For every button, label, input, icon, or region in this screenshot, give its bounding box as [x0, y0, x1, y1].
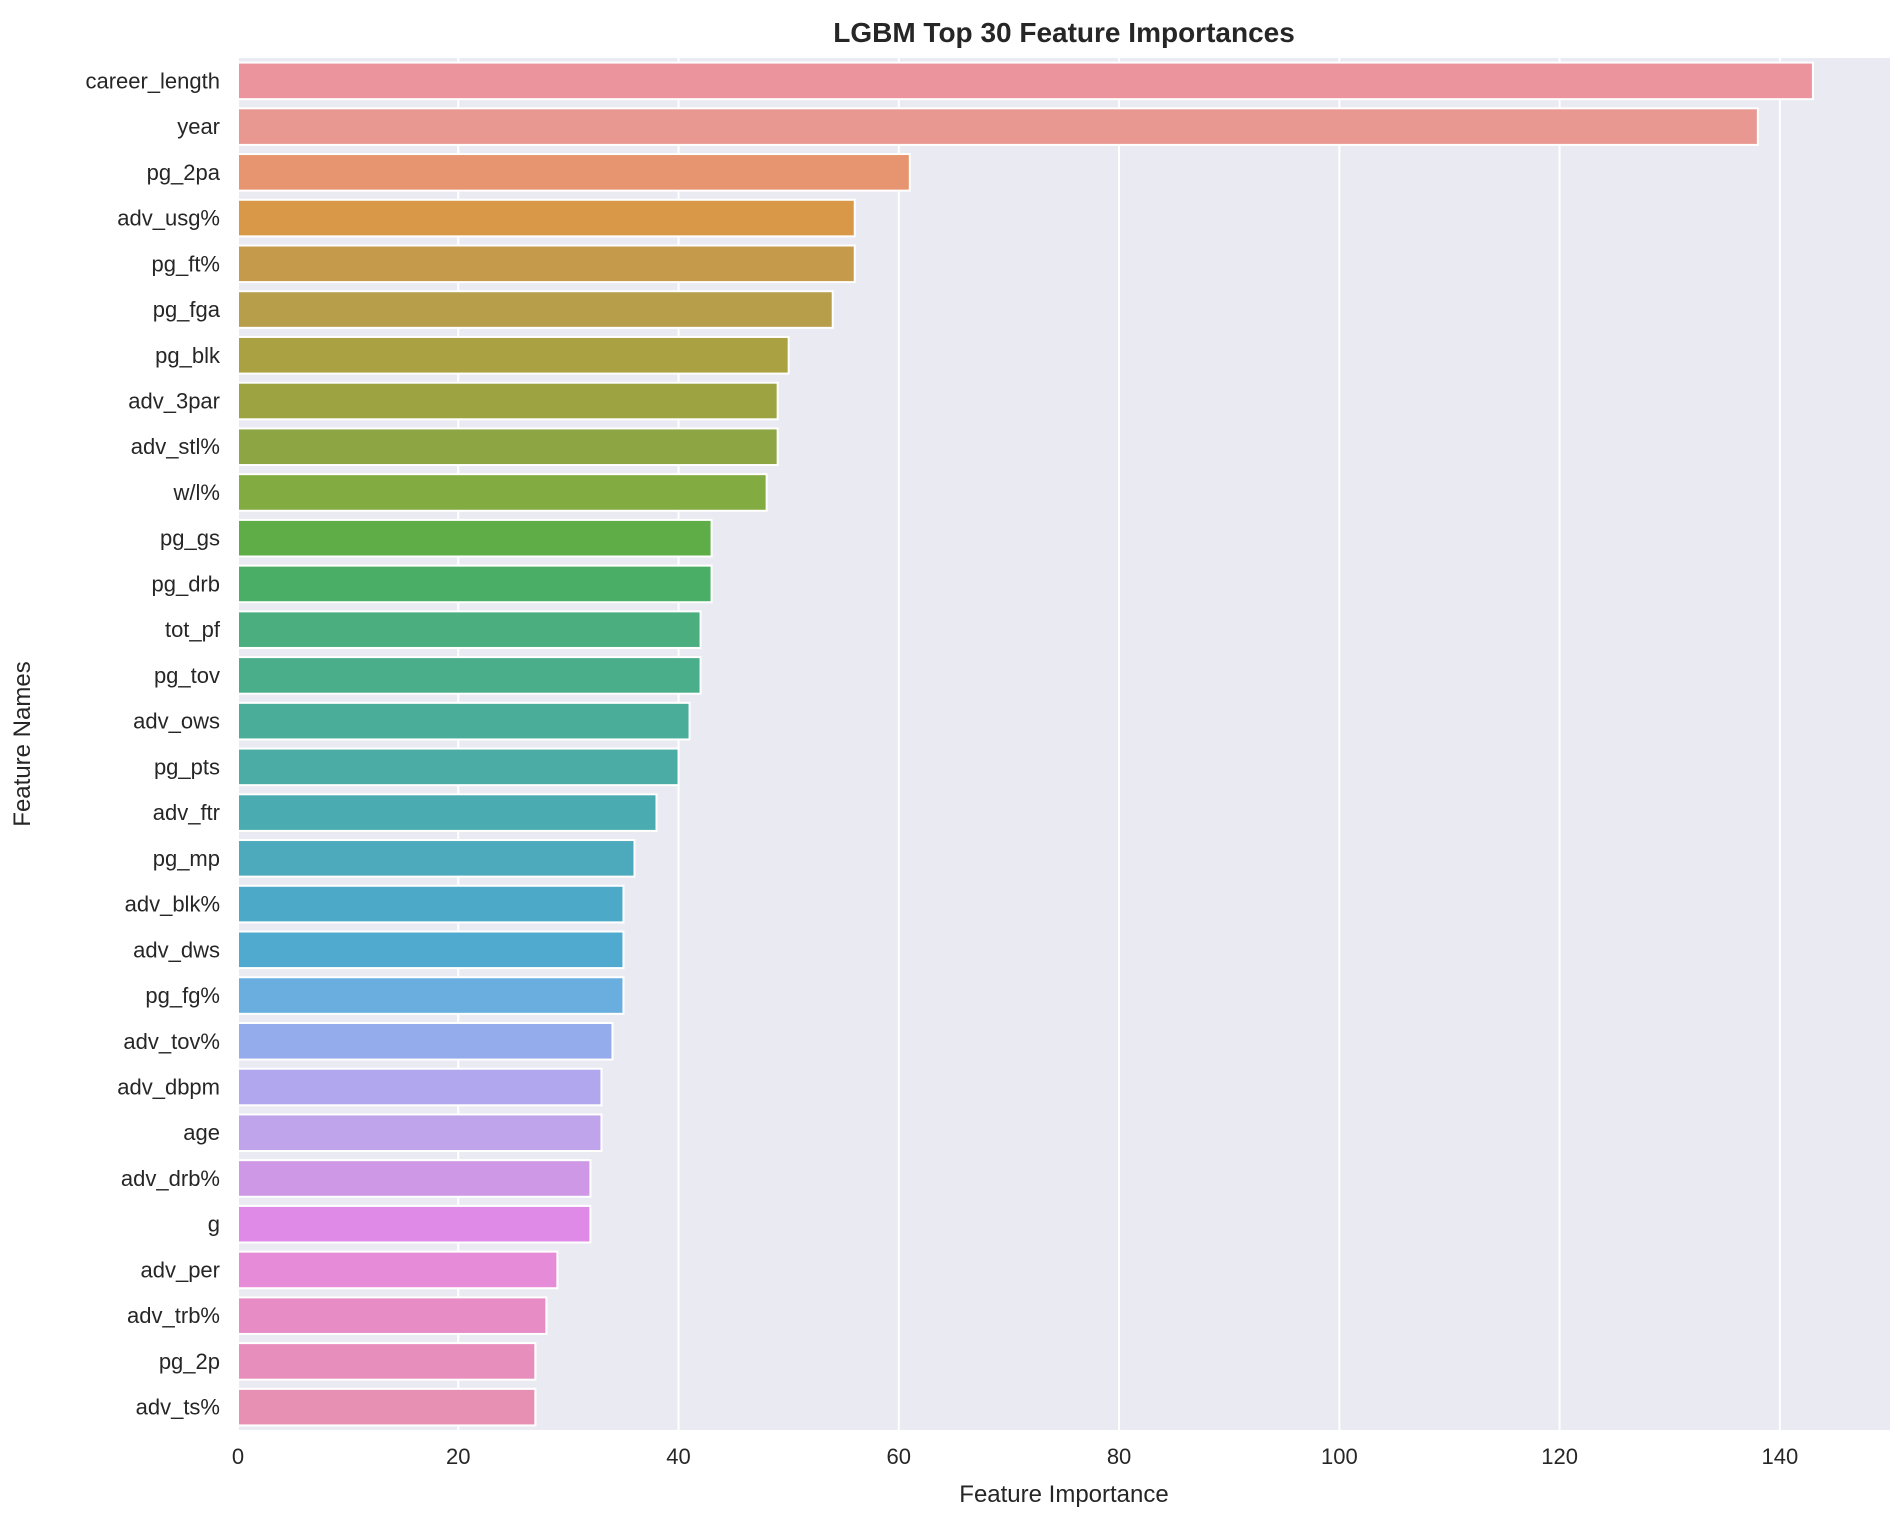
- bar-adv-per: [237, 1250, 559, 1290]
- bar-adv-ows: [237, 701, 691, 741]
- x-axis-label: Feature Importance: [959, 1481, 1168, 1508]
- bar-pg-ft-: [237, 244, 856, 284]
- y-tick-label: pg_mp: [153, 846, 220, 871]
- bar-pg-2pa: [237, 153, 911, 192]
- y-tick-label: pg_2p: [159, 1349, 220, 1374]
- bar-adv-ftr: [237, 793, 658, 832]
- bar-age: [237, 1113, 603, 1153]
- y-tick-label: adv_drb%: [121, 1166, 220, 1191]
- x-tick-label: 40: [666, 1444, 690, 1469]
- y-tick-label: adv_stl%: [131, 434, 220, 459]
- x-tick-label: 140: [1762, 1444, 1799, 1469]
- x-tick-label: 120: [1541, 1444, 1578, 1469]
- y-tick-label: adv_ows: [133, 709, 220, 734]
- y-tick-label: pg_fg%: [145, 983, 220, 1008]
- bar-adv-dws: [237, 930, 625, 970]
- y-tick-label: w/l%: [173, 480, 220, 505]
- bar-pg-tov: [237, 656, 702, 695]
- bar-adv-stl-: [237, 427, 779, 467]
- y-tick-label: tot_pf: [165, 617, 221, 642]
- y-tick-label: year: [177, 114, 220, 139]
- bar-adv-trb-: [237, 1296, 548, 1335]
- y-tick-label: adv_3par: [128, 389, 220, 414]
- y-tick-label: adv_dbpm: [117, 1075, 220, 1100]
- bar-adv-3par: [237, 381, 779, 421]
- x-tick-label: 0: [232, 1444, 244, 1469]
- bars: [237, 61, 1814, 1427]
- y-tick-label: age: [183, 1120, 220, 1145]
- bar-pg-pts: [237, 747, 680, 787]
- bar-career-length: [237, 61, 1814, 101]
- chart-title: LGBM Top 30 Feature Importances: [833, 17, 1295, 48]
- x-tick-label: 60: [887, 1444, 911, 1469]
- gridlines: [237, 58, 1781, 1430]
- bar-adv-blk-: [237, 884, 625, 924]
- y-tick-label: pg_fga: [153, 297, 221, 322]
- bar-pg-fga: [237, 290, 834, 329]
- y-tick-label: pg_2pa: [147, 160, 221, 185]
- y-tick-label: adv_per: [140, 1257, 220, 1282]
- bar-pg-blk: [237, 335, 790, 375]
- x-tick-label: 100: [1321, 1444, 1358, 1469]
- bar-w-l-: [237, 473, 768, 512]
- y-tick-label: career_length: [85, 68, 220, 93]
- y-tick-label: adv_usg%: [117, 206, 220, 231]
- bar-pg-2p: [237, 1342, 537, 1381]
- y-axis-label: Feature Names: [9, 661, 36, 826]
- bar-pg-gs: [237, 518, 713, 558]
- y-tick-label: adv_dws: [133, 937, 220, 962]
- y-tick-label: pg_pts: [154, 754, 220, 779]
- bar-tot-pf: [237, 610, 702, 649]
- y-tick-label: pg_drb: [151, 571, 220, 596]
- y-tick-label: adv_trb%: [127, 1303, 220, 1328]
- bar-year: [237, 107, 1759, 146]
- bar-adv-drb-: [237, 1159, 592, 1198]
- y-tick-label: g: [208, 1212, 220, 1237]
- y-tick-label: adv_ftr: [153, 800, 220, 825]
- y-tick-label: adv_ts%: [136, 1395, 220, 1420]
- y-tick-label: pg_ft%: [152, 251, 221, 276]
- bar-adv-usg-: [237, 198, 856, 238]
- bar-pg-fg-: [237, 976, 625, 1015]
- x-tick-label: 80: [1107, 1444, 1131, 1469]
- y-tick-label: adv_blk%: [125, 892, 220, 917]
- y-tick-label: pg_blk: [155, 343, 221, 368]
- bar-adv-dbpm: [237, 1067, 603, 1107]
- bar-adv-tov-: [237, 1021, 614, 1061]
- bar-pg-drb: [237, 564, 713, 604]
- y-tick-label: pg_gs: [160, 526, 220, 551]
- plot-area: [238, 58, 1890, 1430]
- x-tick-labels: 0 20 40 60 80 100 120 140: [232, 1444, 1798, 1469]
- y-tick-label: adv_tov%: [123, 1029, 220, 1054]
- bar-adv-ts-: [237, 1387, 537, 1427]
- bar-pg-mp: [237, 839, 636, 878]
- y-tick-label: pg_tov: [154, 663, 220, 688]
- bar-g: [237, 1204, 592, 1244]
- x-tick-label: 20: [446, 1444, 470, 1469]
